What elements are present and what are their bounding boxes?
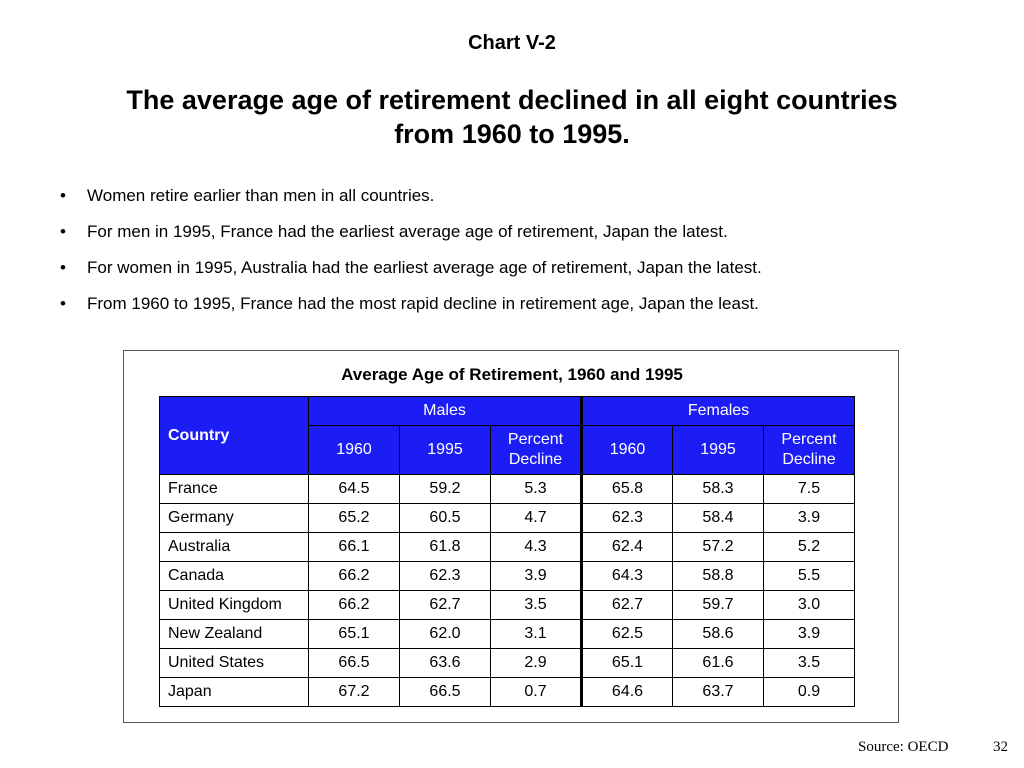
value-cell: 3.5 <box>763 648 855 678</box>
chart-label: Chart V-2 <box>468 32 556 54</box>
country-cell: France <box>159 474 309 504</box>
value-cell: 63.7 <box>672 677 764 707</box>
column-header: 1995 <box>672 425 764 475</box>
value-cell: 62.0 <box>399 619 491 649</box>
bullet-icon: • <box>60 222 66 241</box>
column-header: 1995 <box>399 425 491 475</box>
value-cell: 67.2 <box>308 677 400 707</box>
table-row: United Kingdom 66.2 62.7 3.5 62.7 59.7 3.0 <box>159 590 855 620</box>
value-cell: 0.9 <box>763 677 855 707</box>
value-cell: 63.6 <box>399 648 491 678</box>
table-row: Australia 66.1 61.8 4.3 62.4 57.2 5.2 <box>159 532 855 562</box>
value-cell: 64.5 <box>308 474 400 504</box>
headline: The average age of retirement declined i… <box>60 83 964 151</box>
value-cell: 62.7 <box>580 590 673 620</box>
value-cell: 62.4 <box>580 532 673 562</box>
value-cell: 3.9 <box>763 619 855 649</box>
value-cell: 5.5 <box>763 561 855 591</box>
value-cell: 66.2 <box>308 590 400 620</box>
value-cell: 62.7 <box>399 590 491 620</box>
country-cell: United States <box>159 648 309 678</box>
country-cell: United Kingdom <box>159 590 309 620</box>
value-cell: 4.3 <box>490 532 582 562</box>
bullet-icon: • <box>60 186 66 205</box>
value-cell: 59.7 <box>672 590 764 620</box>
bullet-icon: • <box>60 258 66 277</box>
value-cell: 65.2 <box>308 503 400 533</box>
value-cell: 58.6 <box>672 619 764 649</box>
table-title: Average Age of Retirement, 1960 and 1995 <box>341 365 683 384</box>
females-header: Females <box>580 396 855 426</box>
value-cell: 66.1 <box>308 532 400 562</box>
value-cell: 65.1 <box>580 648 673 678</box>
bullet-item: • Women retire earlier than men in all co… <box>60 184 762 220</box>
value-cell: 4.7 <box>490 503 582 533</box>
retirement-table: Country Males Females 1960 1995 Percent … <box>159 396 855 707</box>
country-cell: New Zealand <box>159 619 309 649</box>
country-cell: Germany <box>159 503 309 533</box>
value-cell: 3.5 <box>490 590 582 620</box>
value-cell: 3.9 <box>490 561 582 591</box>
column-header: Percent Decline <box>490 425 582 475</box>
country-cell: Australia <box>159 532 309 562</box>
value-cell: 62.5 <box>580 619 673 649</box>
table-frame: Average Age of Retirement, 1960 and 1995… <box>123 350 899 723</box>
table-row: Canada 66.2 62.3 3.9 64.3 58.8 5.5 <box>159 561 855 591</box>
value-cell: 57.2 <box>672 532 764 562</box>
value-cell: 62.3 <box>580 503 673 533</box>
table-row: Germany 65.2 60.5 4.7 62.3 58.4 3.9 <box>159 503 855 533</box>
bullet-item: • For men in 1995, France had the earlies… <box>60 220 762 256</box>
headline-line-1: The average age of retirement declined i… <box>126 85 898 115</box>
source-note: Source: OECD <box>858 739 949 755</box>
value-cell: 61.6 <box>672 648 764 678</box>
country-cell: Canada <box>159 561 309 591</box>
value-cell: 59.2 <box>399 474 491 504</box>
table-row: United States 66.5 63.6 2.9 65.1 61.6 3.5 <box>159 648 855 678</box>
bullet-icon: • <box>60 294 66 313</box>
value-cell: 66.2 <box>308 561 400 591</box>
value-cell: 5.3 <box>490 474 582 504</box>
value-cell: 3.1 <box>490 619 582 649</box>
table-row: Japan 67.2 66.5 0.7 64.6 63.7 0.9 <box>159 677 855 707</box>
value-cell: 3.9 <box>763 503 855 533</box>
value-cell: 64.6 <box>580 677 673 707</box>
country-header: Country <box>159 396 309 475</box>
column-header: 1960 <box>580 425 673 475</box>
value-cell: 66.5 <box>399 677 491 707</box>
value-cell: 60.5 <box>399 503 491 533</box>
males-header: Males <box>308 396 582 426</box>
bullet-text: For men in 1995, France had the earliest… <box>87 222 728 241</box>
bullet-text: From 1960 to 1995, France had the most r… <box>87 294 759 313</box>
headline-line-2: from 1960 to 1995. <box>394 119 630 149</box>
value-cell: 58.3 <box>672 474 764 504</box>
value-cell: 7.5 <box>763 474 855 504</box>
value-cell: 65.8 <box>580 474 673 504</box>
value-cell: 0.7 <box>490 677 582 707</box>
bullet-item: • From 1960 to 1995, France had the most … <box>60 292 762 328</box>
value-cell: 65.1 <box>308 619 400 649</box>
bullet-item: • For women in 1995, Australia had the ea… <box>60 256 762 292</box>
table-row: New Zealand 65.1 62.0 3.1 62.5 58.6 3.9 <box>159 619 855 649</box>
value-cell: 64.3 <box>580 561 673 591</box>
value-cell: 61.8 <box>399 532 491 562</box>
value-cell: 5.2 <box>763 532 855 562</box>
column-header: 1960 <box>308 425 400 475</box>
value-cell: 66.5 <box>308 648 400 678</box>
bullet-list: • Women retire earlier than men in all co… <box>60 184 762 328</box>
bullet-text: For women in 1995, Australia had the ear… <box>87 258 762 277</box>
value-cell: 58.8 <box>672 561 764 591</box>
table-row: France 64.5 59.2 5.3 65.8 58.3 7.5 <box>159 474 855 504</box>
column-header: Percent Decline <box>763 425 855 475</box>
value-cell: 2.9 <box>490 648 582 678</box>
value-cell: 3.0 <box>763 590 855 620</box>
bullet-text: Women retire earlier than men in all cou… <box>87 186 435 205</box>
country-cell: Japan <box>159 677 309 707</box>
value-cell: 58.4 <box>672 503 764 533</box>
value-cell: 62.3 <box>399 561 491 591</box>
page-number: 32 <box>993 739 1008 755</box>
